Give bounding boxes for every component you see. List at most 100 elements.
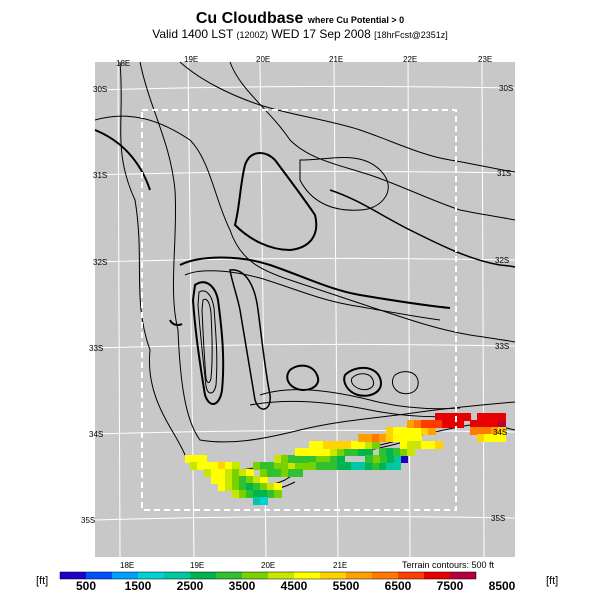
lat-lon-grid xyxy=(94,61,516,558)
cloudbase-cell xyxy=(239,490,247,498)
cloudbase-cell xyxy=(295,455,303,463)
cloudbase-cell xyxy=(185,455,193,463)
cloudbase-cell xyxy=(400,441,408,449)
colorbar-swatch xyxy=(346,572,372,579)
cloudbase-cell xyxy=(463,413,471,421)
cloudbase-cell xyxy=(386,434,394,442)
cloudbase-cell xyxy=(211,469,219,477)
colorbar-frame xyxy=(59,571,477,580)
cloudbase-cell xyxy=(246,469,254,477)
cloudbase-cell xyxy=(344,462,352,470)
colorbar-tick-label: 5500 xyxy=(333,579,360,593)
cloudbase-cell xyxy=(435,420,443,428)
cloudbase-cell xyxy=(253,462,261,470)
lat-label-right: 30S xyxy=(499,84,513,93)
colorbar-swatch xyxy=(320,572,346,579)
cloudbase-cell xyxy=(274,483,282,491)
lon-label-bottom: 20E xyxy=(261,561,275,570)
terrain-contour-7 xyxy=(259,389,461,410)
cloudbase-cell xyxy=(351,448,359,456)
cloudbase-cell xyxy=(491,427,499,435)
lat-label-right: 35S xyxy=(491,514,505,523)
cloudbase-cell xyxy=(337,448,345,456)
terrain-contour-8 xyxy=(249,400,461,418)
valid-prefix: Valid 1400 LST xyxy=(152,27,234,41)
cloudbase-cell xyxy=(239,476,247,484)
cloudbase-cell xyxy=(225,469,233,477)
colorbar-swatch xyxy=(138,572,164,579)
closed-contour-central xyxy=(286,364,320,391)
cloudbase-cell xyxy=(302,462,310,470)
colorbar-swatch xyxy=(372,572,398,579)
cloudbase-cell xyxy=(351,441,359,449)
title-main: Cu Cloudbase xyxy=(195,10,304,27)
cloudbase-cell xyxy=(225,483,233,491)
cloudbase-cell xyxy=(260,490,268,498)
cloudbase-cell xyxy=(365,462,373,470)
lon-label-top: 18E xyxy=(116,59,130,68)
cloudbase-cell xyxy=(400,448,408,456)
cloudbase-cell xyxy=(365,455,373,463)
terrain-contour-1 xyxy=(139,61,516,443)
cloudbase-cell xyxy=(442,413,450,421)
lon-label-top: 20E xyxy=(256,55,270,64)
parallel-30s xyxy=(94,85,516,91)
colorbar-swatch xyxy=(294,572,320,579)
cloudbase-cell xyxy=(407,434,415,442)
cloudbase-cell xyxy=(253,483,261,491)
cloudbase-cell xyxy=(456,420,464,428)
colorbar-tick-label: 1500 xyxy=(125,579,152,593)
cloudbase-cell xyxy=(498,427,506,435)
cloudbase-cell xyxy=(218,469,226,477)
cloudbase-cell xyxy=(204,462,212,470)
colorbar-tick-label: 3500 xyxy=(229,579,256,593)
cloudbase-cell xyxy=(309,462,317,470)
cloudbase-cell xyxy=(288,469,296,477)
cloudbase-cell xyxy=(274,469,282,477)
cloudbase-cell xyxy=(400,434,408,442)
cloudbase-cell xyxy=(253,476,261,484)
cloudbase-cell xyxy=(372,434,380,442)
cloudbase-cell xyxy=(316,448,324,456)
cloudbase-cell xyxy=(302,455,310,463)
mountain-ridge-contour-1 xyxy=(191,281,225,405)
colorbar-tick-label: 4500 xyxy=(281,579,308,593)
colorbar-tick-label: 7500 xyxy=(437,579,464,593)
cloudbase-cell xyxy=(295,469,303,477)
cloudbase-cell xyxy=(288,455,296,463)
cloudbase-colorbar: [ft] [ft] 500 1500 2500 3500 4500 5500 6… xyxy=(36,571,558,593)
cloudbase-cell xyxy=(337,441,345,449)
cloudbase-cell xyxy=(225,462,233,470)
colorbar-swatch xyxy=(424,572,450,579)
cloudbase-cell xyxy=(218,462,226,470)
cloudbase-cell xyxy=(225,476,233,484)
cloudbase-cell xyxy=(330,448,338,456)
cloudbase-cell xyxy=(456,413,464,421)
cloudbase-cell xyxy=(393,434,401,442)
cloudbase-cell xyxy=(477,413,485,421)
longitude-labels-bottom: 18E 19E 20E 21E xyxy=(120,561,347,570)
lon-label-top: 23E xyxy=(478,55,492,64)
cloudbase-cell xyxy=(365,441,373,449)
model-run: [18hrFcst@2351z] xyxy=(374,30,448,40)
cloudbase-cell xyxy=(295,462,303,470)
colorbar-swatch xyxy=(216,572,242,579)
cloudbase-cell xyxy=(414,420,422,428)
cloudbase-cell xyxy=(421,441,429,449)
longitude-labels-top: 18E 19E 20E 21E 22E 23E xyxy=(116,55,492,68)
cloudbase-cell xyxy=(260,483,268,491)
cloudbase-cell xyxy=(274,490,282,498)
cloudbase-cell xyxy=(204,469,212,477)
colorbar-swatch xyxy=(190,572,216,579)
title-subtitle: where Cu Potential > 0 xyxy=(307,15,405,25)
cloudbase-cell xyxy=(435,441,443,449)
parallel-31s xyxy=(94,170,516,176)
terrain-contour-2 xyxy=(94,115,516,343)
valid-time-line: Valid 1400 LST (1200Z) WED 17 Sep 2008 [… xyxy=(0,27,600,41)
cloudbase-cell xyxy=(407,427,415,435)
cloudbase-cell xyxy=(330,441,338,449)
colorbar-swatch xyxy=(60,572,86,579)
cloudbase-cell xyxy=(274,455,282,463)
cloudbase-cell xyxy=(351,462,359,470)
